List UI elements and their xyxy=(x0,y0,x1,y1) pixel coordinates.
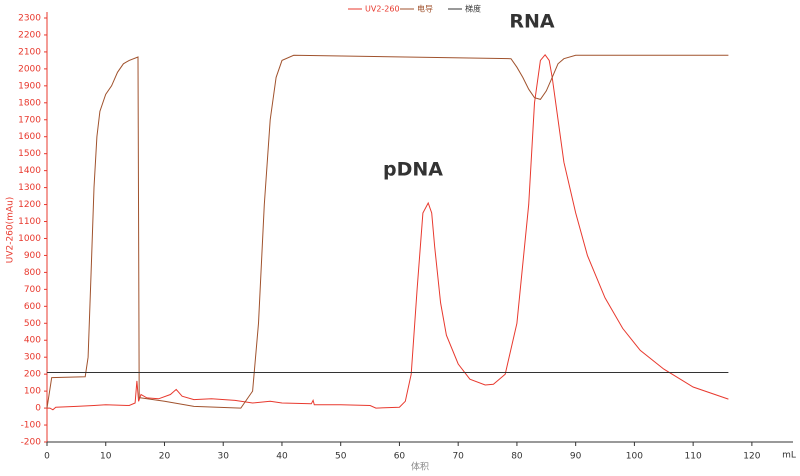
y-tick-label: 2200 xyxy=(18,30,41,40)
y-tick-label: 1200 xyxy=(18,200,41,210)
y-tick-label: 2000 xyxy=(18,64,41,74)
annotation: pDNA xyxy=(383,159,443,181)
y-tick-label: 900 xyxy=(24,251,41,261)
y-tick-label: 700 xyxy=(24,285,41,295)
y-tick-label: 1800 xyxy=(18,98,41,108)
y-tick-label: -100 xyxy=(21,421,42,431)
y-tick-label: 800 xyxy=(24,268,41,278)
x-tick-label: 80 xyxy=(511,452,523,462)
series-line xyxy=(46,54,729,409)
x-unit: mL xyxy=(782,451,796,461)
y-tick-label: 2300 xyxy=(18,14,41,24)
y-tick-label: 2100 xyxy=(18,47,41,57)
y-tick-label: 500 xyxy=(24,319,41,329)
x-tick-label: 70 xyxy=(452,452,464,462)
y-tick-label: 200 xyxy=(24,370,41,380)
y-tick-label: 1400 xyxy=(18,166,41,176)
x-tick-label: 40 xyxy=(276,452,288,462)
y-tick-label: 1600 xyxy=(18,132,41,142)
y-axis-label: UV2-260(mAu) xyxy=(6,197,16,264)
x-tick-label: 0 xyxy=(44,452,50,462)
x-tick-label: 90 xyxy=(570,452,582,462)
y-tick-label: 1300 xyxy=(18,183,41,193)
x-tick-label: 60 xyxy=(394,452,406,462)
x-tick-label: 30 xyxy=(217,452,229,462)
x-tick-label: 100 xyxy=(626,452,643,462)
annotation: RNA xyxy=(509,11,555,33)
x-tick-label: 110 xyxy=(685,452,702,462)
y-tick-label: 0 xyxy=(35,404,41,414)
series-line xyxy=(47,53,729,411)
x-tick-label: 50 xyxy=(335,452,347,462)
y-tick-label: 300 xyxy=(24,353,41,363)
y-tick-label: 1100 xyxy=(18,217,41,227)
y-tick-label: 1500 xyxy=(18,149,41,159)
y-tick-label: 1000 xyxy=(18,234,41,244)
y-tick-label: 400 xyxy=(24,336,41,346)
y-tick-label: 1900 xyxy=(18,81,41,91)
x-tick-label: 20 xyxy=(159,452,171,462)
legend-label: UV2-260 xyxy=(365,5,400,14)
y-tick-label: 600 xyxy=(24,302,41,312)
x-tick-label: 10 xyxy=(100,452,112,462)
y-tick-label: -200 xyxy=(21,438,42,448)
y-tick-label: 100 xyxy=(24,387,41,397)
x-axis-label: 体积 xyxy=(411,461,429,473)
x-tick-label: 120 xyxy=(743,452,760,462)
y-tick-label: 1700 xyxy=(18,115,41,125)
legend-label: 电导 xyxy=(417,4,433,14)
legend-label: 梯度 xyxy=(465,4,481,14)
